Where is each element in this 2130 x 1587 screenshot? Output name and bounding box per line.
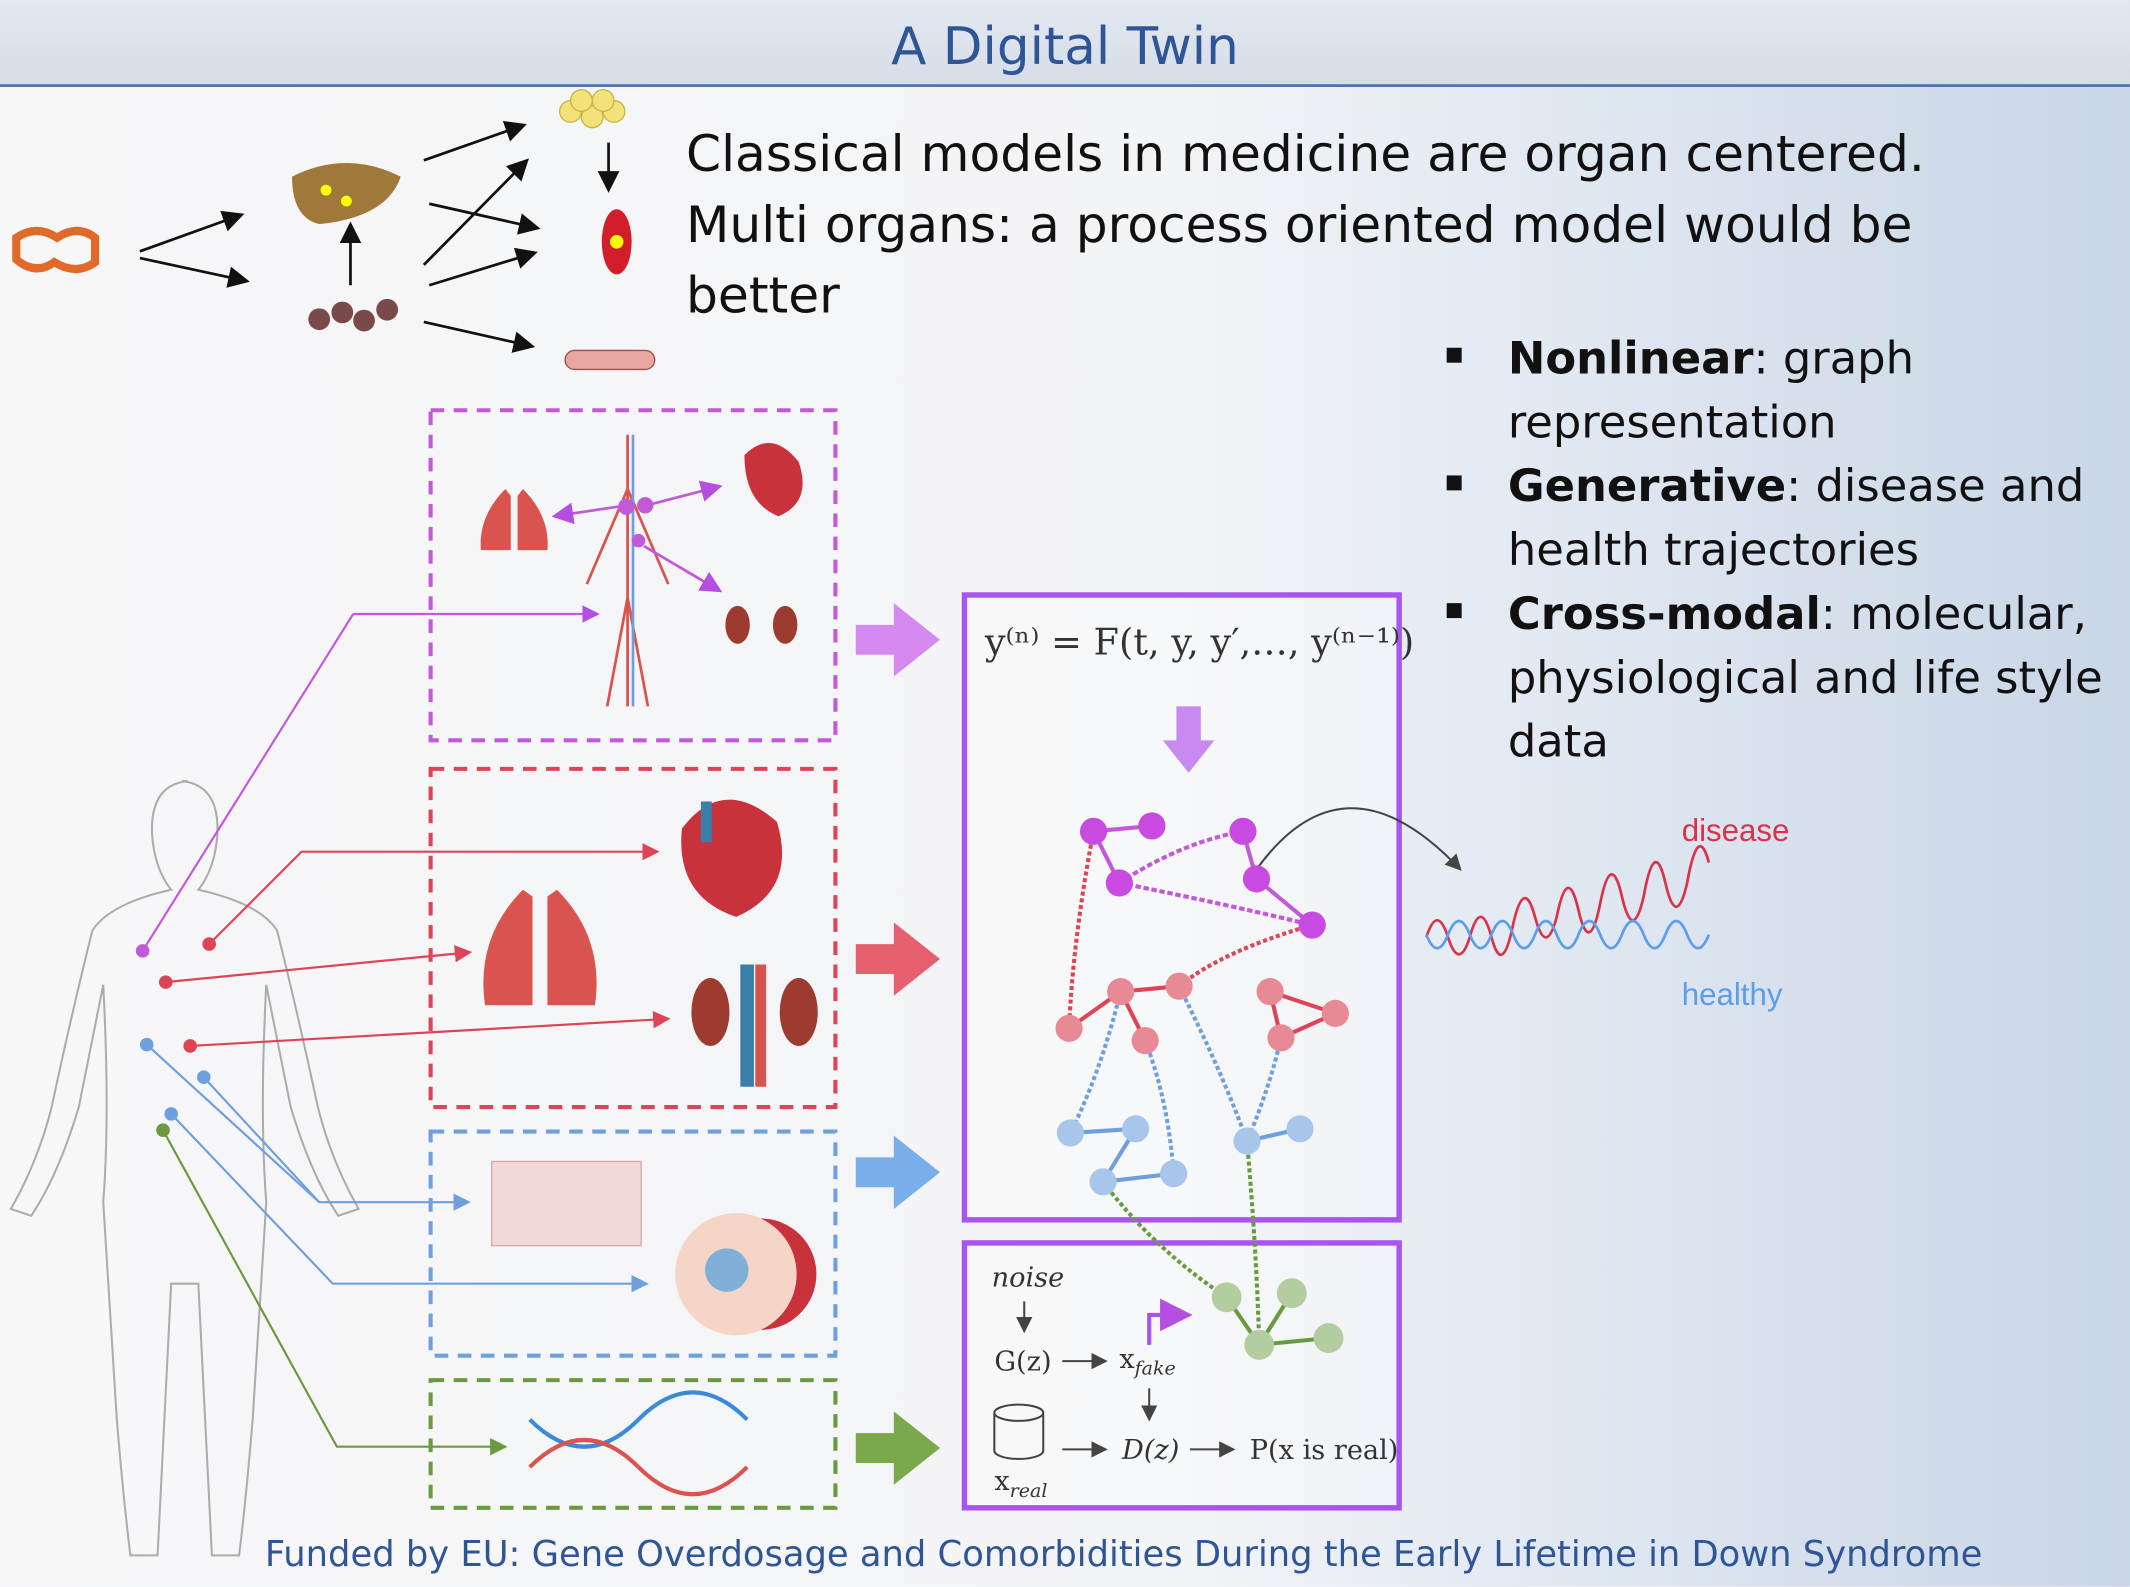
bullet-nonlinear: Nonlinear: graph representation (1443, 326, 2122, 454)
organ-system-box (428, 408, 838, 743)
healthy-trajectory (1425, 919, 1711, 950)
graph-nodes (1055, 812, 1349, 1360)
circulatory-system-icon (585, 434, 670, 707)
lungs-icon-large (483, 889, 597, 1006)
arrow-red (855, 922, 941, 996)
gan-discriminator-label: D(z) (1122, 1433, 1180, 1466)
arrow-green (855, 1411, 941, 1485)
disease-label: disease (1681, 812, 1790, 848)
bullet-cross-modal: Cross-modal: molecular, physiological an… (1443, 581, 2122, 773)
liver-icon (292, 163, 401, 225)
kidneys-icon-small (725, 605, 798, 644)
arrow-blue (855, 1135, 941, 1209)
blood-vessel-icon (601, 209, 632, 275)
heart-icon-large (681, 799, 783, 917)
kidneys-icon-large (691, 964, 818, 1087)
intestine-icon (12, 226, 100, 274)
disease-trajectory (1425, 845, 1711, 957)
differential-equation: y⁽ⁿ⁾ = F(t, y, y′,…, y⁽ⁿ⁻¹⁾) (984, 622, 1415, 665)
muscle-fiber-icon (564, 349, 656, 371)
dna-icon (528, 1390, 749, 1497)
arrow-purple (855, 603, 941, 677)
bullet-generative: Generative: disease and health trajector… (1443, 454, 2122, 582)
bullet-list: Nonlinear: graph representation Generati… (1443, 326, 2122, 773)
lungs-icon (480, 489, 548, 551)
gan-xreal-label: xreal (994, 1464, 1048, 1503)
database-icon (993, 1403, 1045, 1460)
human-body-outline (9, 780, 361, 1557)
gan-box (961, 1240, 1402, 1511)
gan-generator-label: G(z) (994, 1344, 1052, 1378)
funding-footer: Funded by EU: Gene Overdosage and Comorb… (264, 1534, 1983, 1576)
down-arrow-purple (1162, 706, 1215, 773)
gan-xfake-label: xfake (1119, 1342, 1176, 1381)
title-bar: A Digital Twin (0, 0, 2130, 87)
fat-cells-icon (558, 88, 626, 129)
headline: Classical models in medicine are organ c… (685, 124, 1925, 325)
cell-icon (675, 1213, 817, 1336)
heart-icon-small (744, 442, 803, 517)
healthy-label: healthy (1681, 976, 1783, 1013)
molecular-box (428, 1378, 838, 1510)
graph-model-box (961, 592, 1402, 1223)
slide-title: A Digital Twin (891, 16, 1239, 77)
organ-flow-diagram (12, 88, 656, 371)
organ-box (428, 766, 838, 1110)
tissue-icon (491, 1160, 642, 1247)
gan-probability-label: P(x is real) (1249, 1433, 1399, 1466)
cells-icon (308, 298, 399, 332)
gan-noise-label: noise (991, 1260, 1065, 1294)
